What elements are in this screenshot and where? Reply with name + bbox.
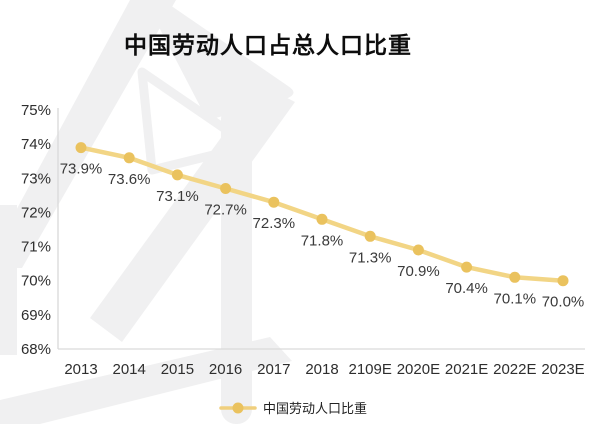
- x-tick-label: 2014: [113, 361, 146, 378]
- data-point: [557, 275, 569, 287]
- data-point: [412, 244, 424, 256]
- data-point-label: 73.9%: [60, 161, 103, 178]
- data-point: [509, 271, 521, 283]
- watermark-bottom-band: [0, 337, 292, 424]
- data-point-label: 70.9%: [397, 263, 440, 280]
- watermark-band: [0, 0, 176, 268]
- data-point-label: 71.8%: [301, 232, 344, 249]
- data-point-label: 73.1%: [156, 188, 199, 205]
- x-tick-label: 2016: [209, 361, 242, 378]
- y-tick-label: 73%: [21, 170, 51, 187]
- x-tick-label: 2017: [257, 361, 290, 378]
- watermark-left-bar: [0, 205, 17, 355]
- data-point-label: 72.3%: [253, 215, 296, 232]
- data-point: [364, 230, 376, 242]
- y-tick-label: 68%: [21, 341, 51, 358]
- data-point-label: 72.7%: [204, 202, 247, 219]
- x-tick-label: 2023E: [541, 361, 584, 378]
- data-point-label: 73.6%: [108, 171, 151, 188]
- y-tick-label: 71%: [21, 239, 51, 256]
- x-tick-label: 2013: [64, 361, 97, 378]
- data-point: [75, 142, 87, 154]
- y-tick-label: 69%: [21, 307, 51, 324]
- x-tick-label: 2015: [161, 361, 194, 378]
- data-point-label: 71.3%: [349, 249, 392, 266]
- chart-title: 中国劳动人口占总人口比重: [124, 32, 412, 58]
- watermark-outline-triangle: [137, 67, 255, 175]
- data-point: [171, 169, 183, 181]
- data-point: [461, 261, 473, 273]
- legend-line-dot-icon: [219, 402, 257, 413]
- legend: 中国劳动人口比重: [219, 398, 367, 417]
- data-point-label: 70.1%: [494, 290, 537, 307]
- y-tick-label: 74%: [21, 136, 51, 153]
- data-point: [268, 196, 280, 208]
- y-tick-label: 75%: [21, 102, 51, 119]
- x-tick-label: 2022E: [493, 361, 536, 378]
- x-tick-label: 2018: [305, 361, 338, 378]
- data-point: [123, 152, 135, 164]
- legend-label: 中国劳动人口比重: [262, 401, 368, 416]
- data-point: [316, 213, 328, 225]
- data-point-label: 70.0%: [542, 294, 585, 311]
- x-tick-label: 2021E: [445, 361, 488, 378]
- data-point-label: 70.4%: [445, 280, 488, 297]
- data-point: [220, 183, 232, 194]
- y-tick-label: 72%: [21, 204, 51, 221]
- x-tick-label: 2109E: [349, 361, 392, 378]
- y-tick-label: 70%: [21, 273, 51, 290]
- x-tick-label: 2020E: [397, 361, 440, 378]
